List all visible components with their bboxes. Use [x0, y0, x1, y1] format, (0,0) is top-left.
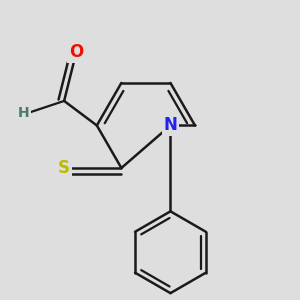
Text: N: N [164, 116, 177, 134]
Text: O: O [69, 43, 83, 61]
Text: H: H [17, 106, 29, 120]
Text: S: S [58, 159, 70, 177]
